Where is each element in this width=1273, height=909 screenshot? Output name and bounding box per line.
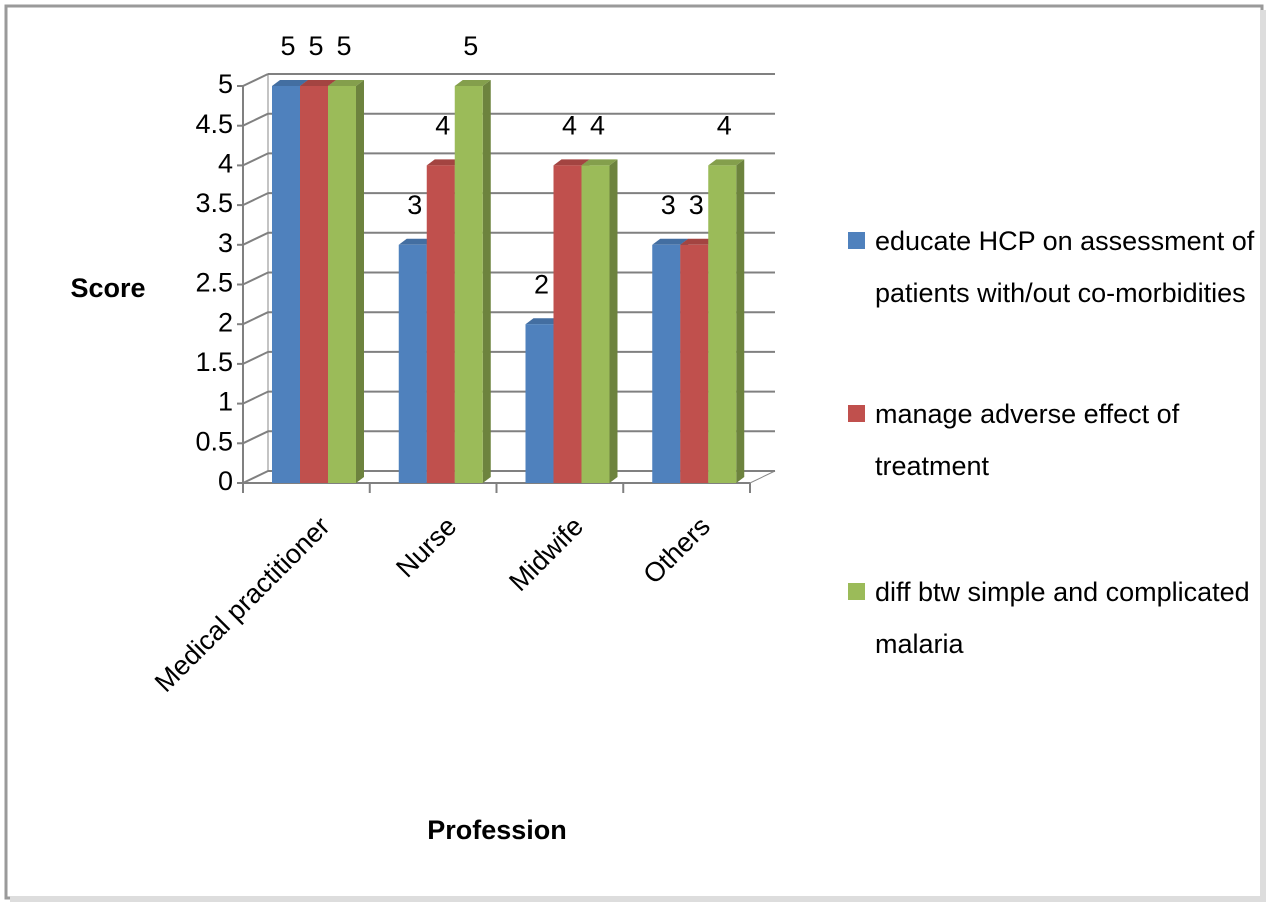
bar-top <box>652 238 689 245</box>
value-label: 5 <box>308 31 323 61</box>
bar-side <box>736 159 745 483</box>
y-tick-label: 1.5 <box>195 347 233 377</box>
bar-side <box>609 159 618 483</box>
legend-label: educate HCP on assessment of patients wi… <box>875 226 1255 308</box>
bar-top <box>272 80 308 86</box>
value-label: 5 <box>280 31 295 61</box>
value-label: 3 <box>661 190 676 220</box>
grid-line-side <box>242 350 269 365</box>
bar-top <box>708 159 745 166</box>
value-label: 4 <box>435 111 450 141</box>
value-label: 4 <box>717 111 732 141</box>
chart-frame <box>4 4 1264 900</box>
y-tick-label: 3.5 <box>195 188 233 218</box>
grid-line-side <box>242 271 269 286</box>
bar-top <box>454 80 491 86</box>
bar-side <box>356 80 364 483</box>
value-label: 5 <box>336 31 351 61</box>
y-tick-label: 2.5 <box>195 268 233 298</box>
bar <box>426 165 455 483</box>
bar-top <box>398 238 435 245</box>
grid-line-side <box>242 192 269 207</box>
grid-line-side <box>242 470 269 484</box>
y-tick-label: 2 <box>218 307 233 337</box>
bar <box>553 165 582 483</box>
bar <box>525 324 554 483</box>
grid-line-side <box>242 112 269 127</box>
y-tick-label: 3 <box>218 228 233 258</box>
grid-line-side <box>242 73 269 87</box>
legend-swatch <box>848 405 865 422</box>
value-label: 4 <box>590 111 605 141</box>
value-label: 2 <box>534 269 549 299</box>
bar-top <box>581 159 618 166</box>
bar <box>652 244 681 483</box>
bar <box>398 244 427 483</box>
legend-swatch <box>848 232 865 249</box>
value-label: 3 <box>689 190 704 220</box>
legend-label: manage adverse effect of treatment <box>875 399 1180 481</box>
legend-label: diff btw simple and complicated malaria <box>875 577 1250 659</box>
y-tick-label: 1 <box>218 387 233 417</box>
bar-top <box>680 238 717 245</box>
legend-swatch <box>848 583 865 600</box>
bar-top <box>300 80 336 86</box>
y-tick-label: 4.5 <box>195 109 233 139</box>
bar-top <box>553 159 590 166</box>
grid-line-side <box>242 390 269 405</box>
y-tick-label: 0.5 <box>195 426 233 456</box>
frame-shadow <box>1260 10 1266 900</box>
bar <box>454 86 483 483</box>
x-axis-title: Profession <box>427 815 567 845</box>
value-label: 3 <box>407 190 422 220</box>
bar <box>680 244 709 483</box>
grid-line-side <box>242 311 269 326</box>
frame-shadow <box>10 896 1266 902</box>
y-tick-label: 0 <box>218 466 233 496</box>
bar-top <box>328 80 364 86</box>
grid-line-side <box>242 231 269 246</box>
bar-top <box>426 159 463 166</box>
y-tick-label: 5 <box>218 69 233 99</box>
value-label: 5 <box>463 31 478 61</box>
grid-line-side <box>242 152 269 167</box>
bar <box>328 86 356 483</box>
bar <box>272 86 300 483</box>
value-label: 4 <box>562 111 577 141</box>
bar-side <box>482 80 491 483</box>
bar <box>581 165 610 483</box>
bar <box>300 86 328 483</box>
grid-line-side <box>242 430 269 445</box>
y-tick-label: 4 <box>218 149 233 179</box>
bar <box>708 165 737 483</box>
bar-top <box>525 318 562 325</box>
y-axis-title: Score <box>70 273 145 303</box>
